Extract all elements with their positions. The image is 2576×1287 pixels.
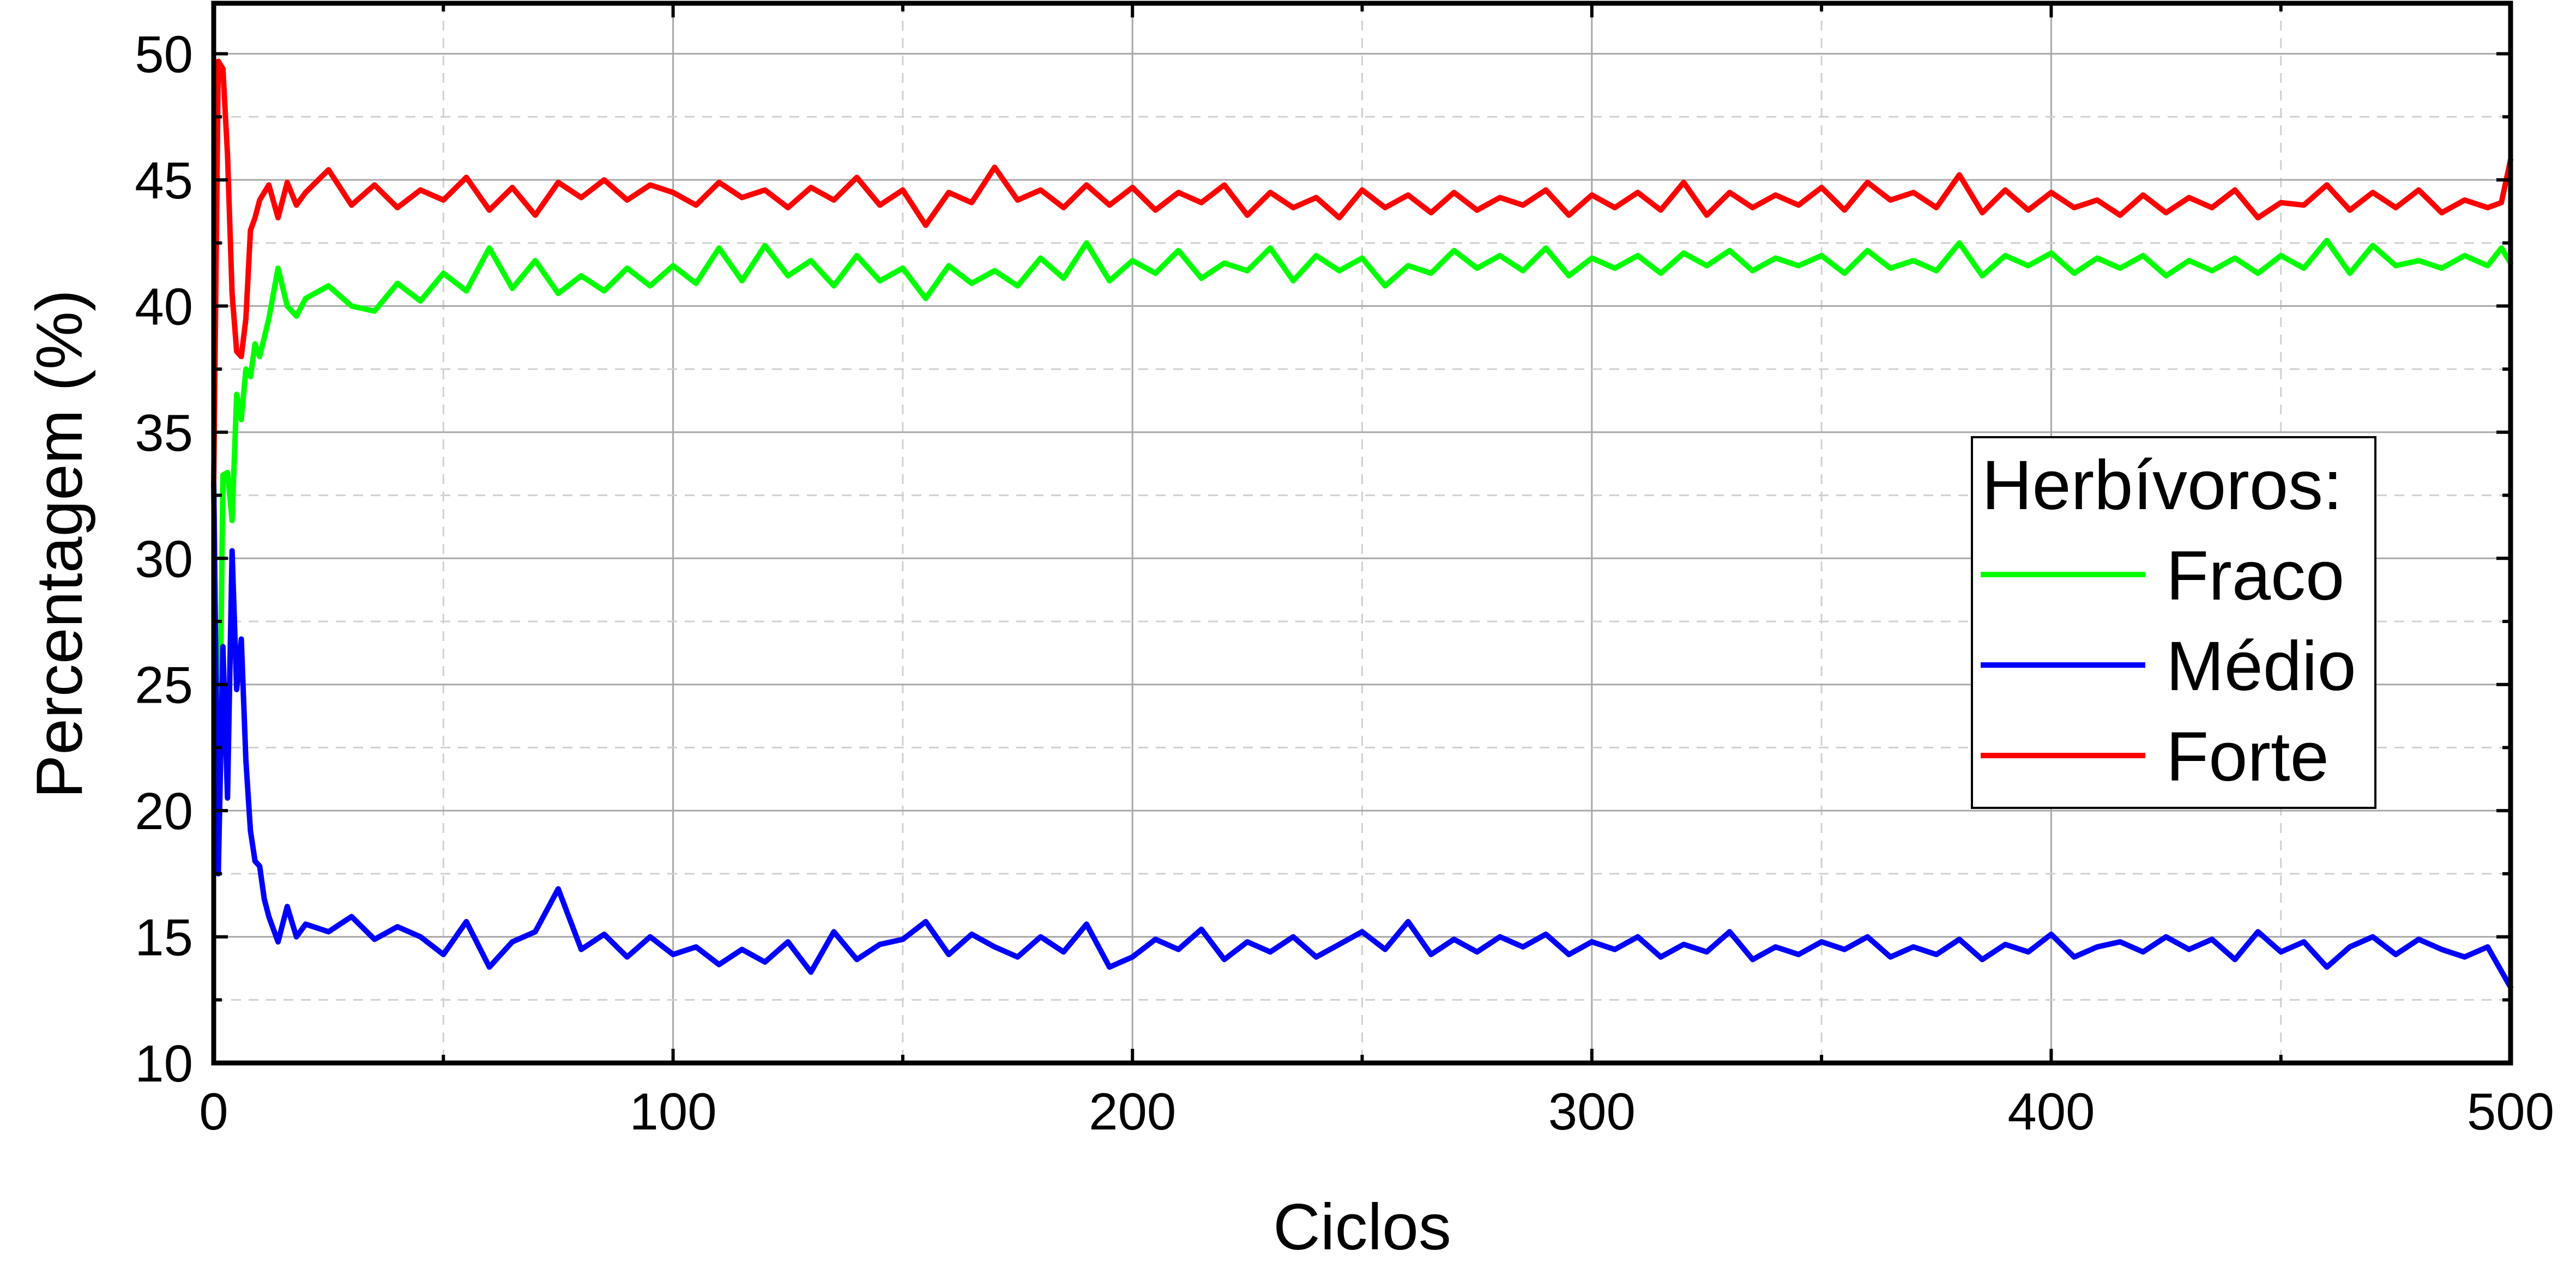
- y-tick-label: 15: [135, 909, 193, 967]
- y-tick-label: 45: [135, 152, 193, 210]
- series-line-forte: [211, 58, 2513, 486]
- series-line-fraco: [211, 238, 2513, 877]
- x-tick-label: 400: [2007, 1083, 2095, 1141]
- series-lines: [211, 58, 2513, 990]
- legend-box: [1971, 436, 2376, 809]
- x-tick-label: 500: [2467, 1083, 2554, 1141]
- legend-label-medio: Médio: [2166, 627, 2356, 705]
- y-tick-label: 35: [135, 404, 193, 462]
- x-tick-label: 0: [199, 1083, 228, 1141]
- tick-labels: 0 100 200 300 400 500 10 15 20 25 30 35 40 45 50: [135, 26, 2554, 1141]
- y-tick-label: 25: [135, 656, 193, 715]
- y-axis-title: Percentagem (%): [23, 289, 96, 799]
- legend: Herbívoros: Fraco Médio Forte: [1971, 436, 2376, 809]
- x-tick-label: 100: [630, 1083, 717, 1141]
- axis-ticks: [212, 3, 2512, 1065]
- legend-label-forte: Forte: [2166, 718, 2329, 796]
- y-tick-label: 10: [135, 1035, 193, 1093]
- x-tick-label: 200: [1089, 1083, 1176, 1141]
- y-tick-label: 40: [135, 277, 193, 336]
- x-axis-title: Ciclos: [1273, 1191, 1451, 1264]
- legend-title: Herbívoros:: [1982, 446, 2343, 524]
- legend-label-fraco: Fraco: [2166, 537, 2344, 615]
- series-line-medio: [211, 480, 2513, 990]
- y-tick-label: 30: [135, 530, 193, 588]
- legend-items: Fraco Médio Forte: [1981, 537, 2356, 796]
- x-tick-label: 300: [1548, 1083, 1636, 1141]
- y-tick-label: 50: [135, 26, 193, 84]
- y-tick-label: 20: [135, 782, 193, 841]
